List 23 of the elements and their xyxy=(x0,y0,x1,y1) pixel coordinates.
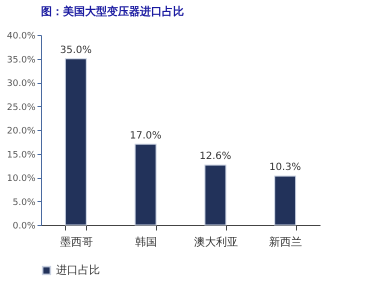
y-tick-label: 25.0% xyxy=(6,102,36,113)
data-label: 10.3% xyxy=(269,162,302,174)
x-tick-label: 墨西哥 xyxy=(60,236,93,248)
y-tick-label: 15.0% xyxy=(6,150,36,160)
data-label: 12.6% xyxy=(199,151,232,162)
bar xyxy=(204,164,226,226)
x-tick-label: 韩国 xyxy=(135,236,158,248)
chart-title: 图：美国大型变压器进口占比 xyxy=(41,5,184,18)
bar xyxy=(64,58,87,226)
y-tick-label: 20.0% xyxy=(6,126,36,136)
x-tick-label: 澳大利亚 xyxy=(194,236,238,248)
bar xyxy=(274,176,296,226)
y-tick-label: 40.0% xyxy=(6,32,36,42)
y-tick-label: 0.0% xyxy=(12,222,36,232)
y-tick-label: 35.0% xyxy=(6,55,36,66)
data-label: 17.0% xyxy=(130,130,162,142)
bar xyxy=(134,144,157,226)
data-label: 35.0% xyxy=(60,44,92,56)
y-tick-label: 10.0% xyxy=(6,174,36,184)
x-tick-label: 新西兰 xyxy=(269,236,302,248)
y-tick-label: 30.0% xyxy=(6,79,36,89)
legend-label: 进口占比 xyxy=(56,264,100,276)
y-tick-label: 5.0% xyxy=(12,198,36,208)
